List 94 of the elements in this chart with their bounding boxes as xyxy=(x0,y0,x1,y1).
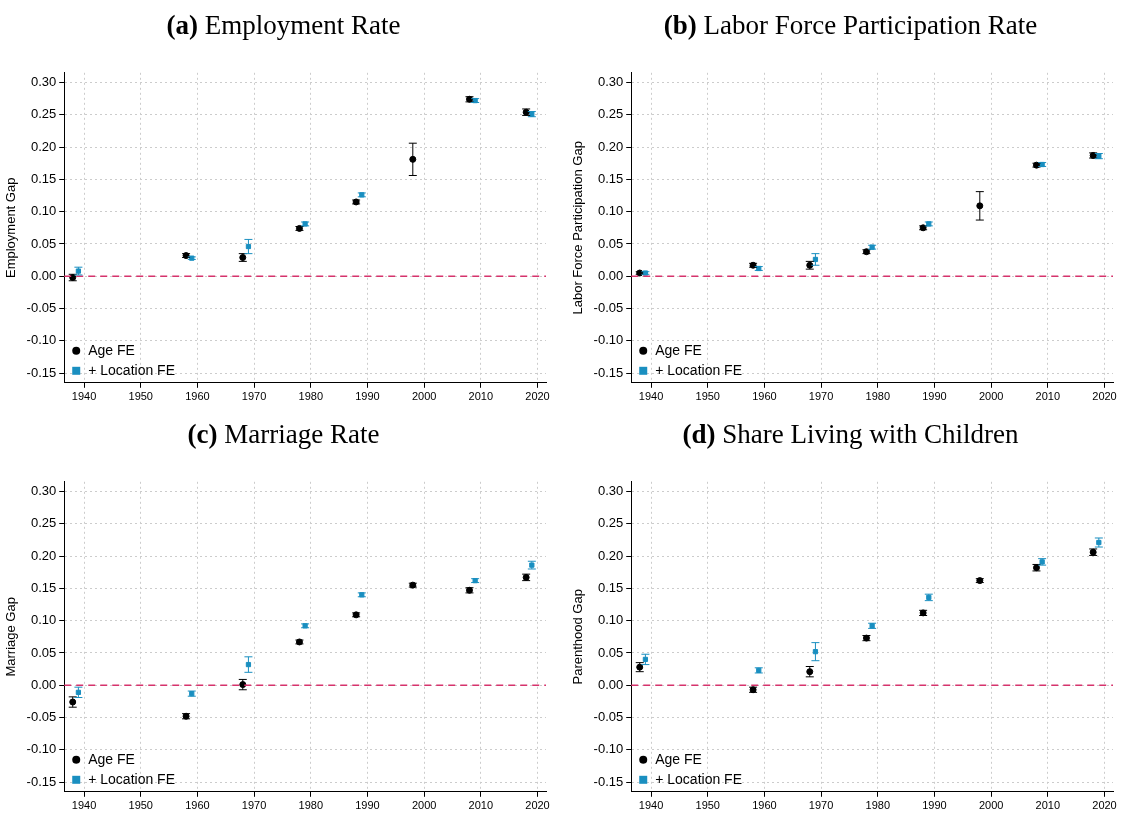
y-tick-label: 0.25 xyxy=(30,106,57,122)
x-tick-label: 1970 xyxy=(241,799,267,812)
y-tick-label: 0.15 xyxy=(597,170,624,186)
legend-label: Age FE xyxy=(655,750,702,767)
y-tick-label: -0.15 xyxy=(593,364,624,380)
y-tick-label: -0.10 xyxy=(593,741,624,757)
x-tick-label: 1940 xyxy=(638,390,664,403)
y-tick-label: 0.00 xyxy=(597,267,624,283)
y-tick-label: 0.20 xyxy=(30,138,57,154)
x-tick-label: 2010 xyxy=(1035,390,1061,403)
x-tick-label: 1950 xyxy=(128,390,153,403)
y-tick-label: 0.05 xyxy=(597,235,624,251)
chart-title: (b) Labor Force Participation Rate xyxy=(662,9,1039,42)
y-tick-label: 0.10 xyxy=(597,203,624,219)
y-tick-label: 0.00 xyxy=(597,676,624,692)
y-tick-label: 0.00 xyxy=(30,267,57,283)
x-tick-label: 1960 xyxy=(185,799,210,812)
x-tick-label: 2010 xyxy=(468,799,494,812)
x-tick-label: 2020 xyxy=(1092,799,1117,812)
y-tick-label: -0.05 xyxy=(26,709,57,725)
x-tick-label: 1950 xyxy=(695,390,720,403)
point xyxy=(976,202,984,210)
x-tick-label: 1990 xyxy=(922,390,947,403)
x-tick-label: 1970 xyxy=(241,390,267,403)
x-tick-label: 1990 xyxy=(922,799,947,812)
y-tick-label: 0.25 xyxy=(597,106,624,122)
legend-label: Age FE xyxy=(88,341,135,358)
x-tick-label: 2010 xyxy=(1035,799,1061,812)
x-tick-label: 1980 xyxy=(865,799,891,812)
y-tick-label: -0.15 xyxy=(26,773,57,789)
y-tick-label: -0.10 xyxy=(26,741,57,757)
x-tick-label: 1960 xyxy=(752,799,777,812)
y-tick-label: 0.15 xyxy=(30,170,57,186)
x-tick-label: 1950 xyxy=(128,799,153,812)
y-tick-label: -0.15 xyxy=(593,773,624,789)
y-tick-label: 0.20 xyxy=(597,547,624,563)
y-tick-label: 0.30 xyxy=(597,74,624,90)
x-tick-label: 1980 xyxy=(298,390,324,403)
y-tick-label: 0.30 xyxy=(30,483,57,499)
legend-label: + Location FE xyxy=(88,770,176,787)
y-tick-label: 0.00 xyxy=(30,676,57,692)
x-tick-label: 2000 xyxy=(978,390,1004,403)
x-tick-label: 2010 xyxy=(468,390,494,403)
x-tick-label: 1940 xyxy=(71,390,97,403)
y-tick-label: 0.15 xyxy=(597,579,624,595)
y-tick-label: -0.10 xyxy=(26,332,57,348)
y-axis-title: Labor Force Participation Gap xyxy=(570,141,586,315)
legend-label: + Location FE xyxy=(88,361,176,378)
y-tick-label: 0.10 xyxy=(30,203,57,219)
y-tick-label: 0.20 xyxy=(30,547,57,563)
x-tick-label: 2020 xyxy=(525,390,550,403)
y-tick-label: -0.15 xyxy=(26,364,57,380)
chart-title: (a) Employment Rate xyxy=(165,9,402,42)
x-tick-label: 2000 xyxy=(411,799,437,812)
chart-title: (d) Share Living with Children xyxy=(681,418,1020,451)
legend-label: + Location FE xyxy=(655,361,743,378)
y-axis-title: Employment Gap xyxy=(3,177,19,279)
y-tick-label: -0.10 xyxy=(593,332,624,348)
x-tick-label: 1940 xyxy=(71,799,97,812)
y-axis-title: Marriage Gap xyxy=(3,597,19,677)
y-tick-label: -0.05 xyxy=(26,300,57,316)
y-tick-label: 0.30 xyxy=(30,74,57,90)
x-tick-label: 1940 xyxy=(638,799,664,812)
y-tick-label: -0.05 xyxy=(593,300,624,316)
y-tick-label: 0.30 xyxy=(597,483,624,499)
y-tick-label: 0.20 xyxy=(597,138,624,154)
legend-label: Age FE xyxy=(88,750,135,767)
x-tick-label: 1960 xyxy=(752,390,777,403)
chart-title: (c) Marriage Rate xyxy=(186,418,381,451)
y-tick-label: 0.15 xyxy=(30,579,57,595)
y-tick-label: 0.05 xyxy=(597,644,624,660)
x-tick-label: 2020 xyxy=(1092,390,1117,403)
x-tick-label: 1990 xyxy=(355,799,380,812)
y-tick-label: 0.25 xyxy=(597,515,624,531)
y-tick-label: 0.25 xyxy=(30,515,57,531)
x-tick-label: 2020 xyxy=(525,799,550,812)
x-tick-label: 2000 xyxy=(411,390,437,403)
y-tick-label: -0.05 xyxy=(593,709,624,725)
x-tick-label: 1970 xyxy=(808,390,834,403)
point xyxy=(409,155,417,163)
y-tick-label: 0.05 xyxy=(30,235,57,251)
x-tick-label: 1980 xyxy=(298,799,324,812)
y-tick-label: 0.05 xyxy=(30,644,57,660)
y-axis-title: Parenthood Gap xyxy=(570,589,586,685)
x-tick-label: 1960 xyxy=(185,390,210,403)
x-tick-label: 1990 xyxy=(355,390,380,403)
x-tick-label: 2000 xyxy=(978,799,1004,812)
x-tick-label: 1970 xyxy=(808,799,834,812)
legend-label: Age FE xyxy=(655,341,702,358)
y-tick-label: 0.10 xyxy=(597,612,624,628)
x-tick-label: 1950 xyxy=(695,799,720,812)
legend-label: + Location FE xyxy=(655,770,743,787)
x-tick-label: 1980 xyxy=(865,390,891,403)
y-tick-label: 0.10 xyxy=(30,612,57,628)
